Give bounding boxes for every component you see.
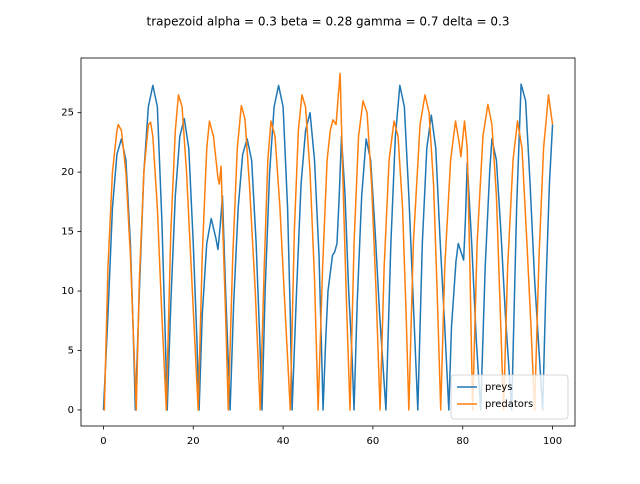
series-line xyxy=(102,83,554,411)
chart-title: trapezoid alpha = 0.3 beta = 0.28 gamma … xyxy=(147,15,510,29)
y-tick-label: 0 xyxy=(68,405,74,416)
x-tick-label: 100 xyxy=(543,436,562,447)
plot-frame xyxy=(80,57,576,427)
legend-box xyxy=(450,374,569,420)
legend-label: preys xyxy=(485,382,513,393)
y-tick-label: 20 xyxy=(61,167,74,178)
y-tick-label: 25 xyxy=(61,108,74,119)
x-tick-label: 20 xyxy=(187,436,200,447)
x-tick-label: 80 xyxy=(456,436,469,447)
x-tick-label: 0 xyxy=(100,436,106,447)
y-tick-label: 10 xyxy=(61,286,74,297)
series-line xyxy=(103,72,554,411)
y-tick-label: 5 xyxy=(68,345,74,356)
y-tick-label: 15 xyxy=(61,227,74,238)
x-tick-label: 60 xyxy=(367,436,380,447)
legend-label: predators xyxy=(485,399,533,410)
x-tick-label: 40 xyxy=(277,436,290,447)
